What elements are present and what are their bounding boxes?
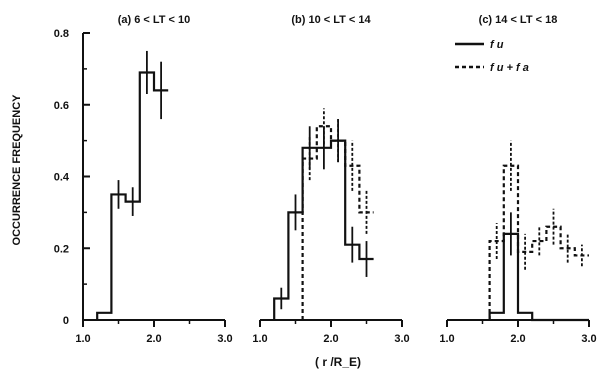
- x-tick-label: 3.0: [394, 333, 409, 345]
- x-tick-label: 2.0: [510, 333, 525, 345]
- series-1-1: [301, 108, 374, 320]
- x-tick-label: 1.0: [439, 333, 454, 345]
- panel-title: (b) 10 < LT < 14: [291, 14, 371, 26]
- x-tick-label: 3.0: [217, 333, 232, 345]
- x-axis-label: ( r /R_E): [315, 355, 361, 369]
- series-2-0: [488, 212, 589, 322]
- x-tick-label: 1.0: [252, 333, 267, 345]
- panel-title: (c) 14 < LT < 18: [479, 14, 558, 26]
- y-tick-label: 0: [63, 315, 69, 327]
- x-tick-label: 2.0: [323, 333, 338, 345]
- panel-title: (a) 6 < LT < 10: [118, 14, 191, 26]
- y-tick-label: 0.2: [54, 243, 69, 255]
- legend-label-solid: f u: [490, 39, 504, 51]
- y-tick-label: 0.6: [54, 100, 69, 112]
- y-axis-label: OCCURRENCE FREQUENCY: [11, 94, 23, 246]
- legend-label-dashed: f u + f a: [490, 62, 529, 74]
- y-tick-label: 0.4: [54, 172, 70, 184]
- y-tick-label: 0.8: [54, 28, 69, 40]
- solid-step-line: [488, 232, 589, 322]
- dashed-step-line: [301, 125, 374, 320]
- x-tick-label: 2.0: [146, 333, 161, 345]
- series-1-0: [273, 119, 374, 320]
- series-0-0: [96, 50, 169, 320]
- x-tick-label: 3.0: [581, 333, 596, 345]
- x-tick-label: 1.0: [75, 333, 90, 345]
- legend: f u f u + f a: [455, 39, 529, 74]
- dashed-step-line: [488, 164, 589, 320]
- panel-1: (b) 10 < LT < 14 1.0 2.0 3.0: [252, 14, 409, 345]
- panel-0: (a) 6 < LT < 10 1.0 2.0 3.0 0 0.2 0.4 0.6 0.8: [54, 14, 233, 345]
- series-2-1: [488, 140, 589, 320]
- solid-step-line: [96, 71, 169, 320]
